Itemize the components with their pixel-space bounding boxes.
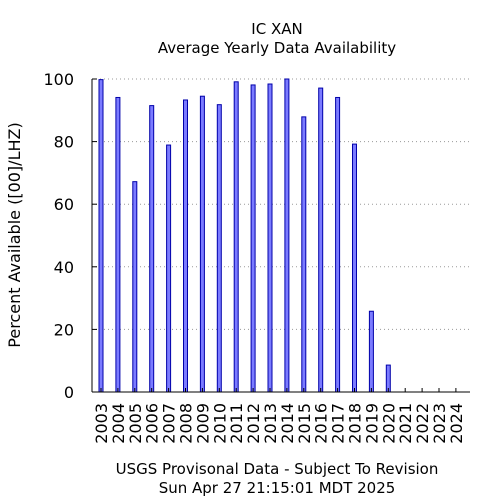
x-tick-labels: 2003200420052006200720082009201020112012… (92, 388, 466, 444)
bar-2007 (166, 144, 172, 393)
x-tick-label: 2021 (396, 403, 415, 444)
bar-2012 (250, 84, 256, 393)
bar-2017 (335, 96, 341, 393)
x-tick-label: 2011 (227, 403, 246, 444)
chart-title: IC XAN (251, 20, 302, 38)
bar-2018 (352, 143, 357, 393)
x-tick-label: 2018 (346, 403, 365, 444)
y-tick-label: 60 (54, 195, 74, 214)
x-tick-label: 2008 (177, 403, 196, 444)
grid-lines (92, 78, 470, 330)
x-tick-label: 2003 (92, 403, 111, 444)
x-tick-label: 2017 (329, 403, 348, 444)
x-tick-label: 2022 (413, 403, 432, 444)
y-tick-label: 20 (54, 320, 74, 339)
y-axis-label: Percent Available ([00]/LHZ) (5, 122, 24, 347)
bar-2008 (183, 99, 188, 393)
x-tick-label: 2004 (109, 403, 128, 444)
x-tick-label: 2006 (143, 403, 162, 444)
footer-timestamp: Sun Apr 27 21:15:01 MDT 2025 (159, 479, 396, 497)
footer-provisional: USGS Provisonal Data - Subject To Revisi… (116, 460, 439, 478)
bar-2015 (301, 116, 307, 393)
bar-2014 (284, 78, 290, 393)
x-tick-label: 2015 (295, 403, 314, 444)
x-tick-label: 2010 (210, 403, 229, 444)
x-tick-label: 2016 (312, 403, 331, 444)
x-tick-label: 2019 (362, 403, 381, 444)
bar-2011 (233, 81, 239, 393)
bar-2016 (318, 87, 324, 393)
chart-subtitle: Average Yearly Data Availability (158, 39, 396, 57)
x-tick-label: 2020 (379, 403, 398, 444)
bar-2005 (132, 181, 138, 393)
bar-2009 (199, 95, 205, 393)
bars (98, 78, 391, 393)
bar-2004 (115, 96, 121, 393)
bar-2003 (98, 79, 104, 393)
bar-2013 (267, 83, 273, 393)
y-tick-label: 0 (64, 383, 74, 402)
y-tick-label: 100 (43, 70, 74, 89)
bar-2010 (216, 104, 222, 393)
bar-2020 (385, 364, 391, 393)
x-tick-label: 2023 (430, 403, 449, 444)
bar-2019 (368, 310, 374, 393)
x-tick-label: 2013 (261, 403, 280, 444)
x-tick-label: 2024 (447, 403, 466, 444)
y-tick-label: 80 (54, 133, 74, 152)
x-tick-label: 2012 (244, 403, 263, 444)
x-tick-label: 2007 (160, 403, 179, 444)
x-tick-label: 2009 (193, 403, 212, 444)
bar-2006 (149, 105, 155, 393)
y-tick-labels: 0 20 40 60 80 100 (43, 70, 97, 402)
x-tick-label: 2005 (126, 403, 145, 444)
y-tick-label: 40 (54, 258, 74, 277)
x-tick-label: 2014 (278, 403, 297, 444)
